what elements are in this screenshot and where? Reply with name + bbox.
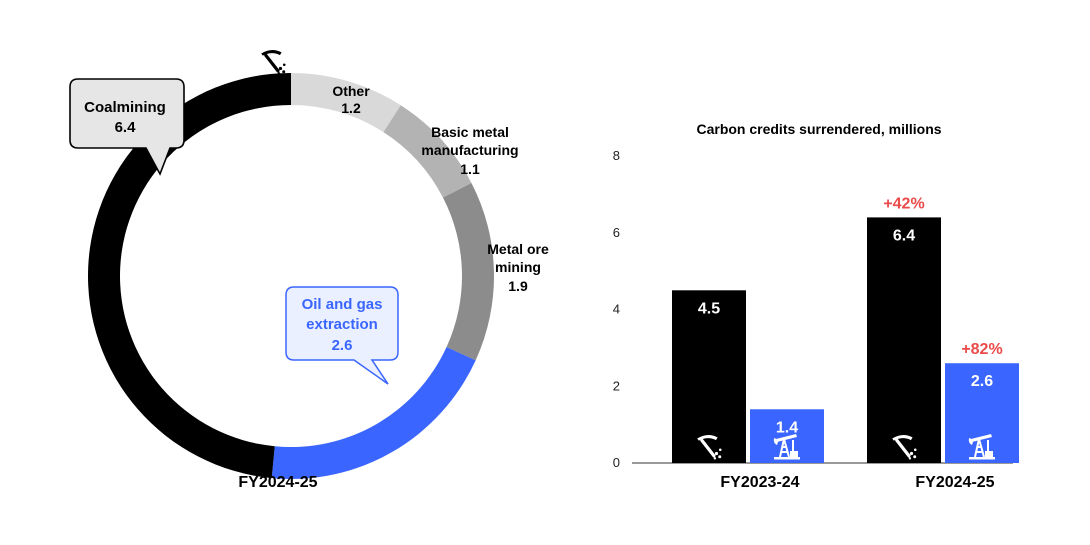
y-tick-label: 4 [613, 302, 620, 317]
slice-value-other: 1.2 [341, 100, 361, 116]
x-category-label: FY2024-25 [915, 474, 994, 491]
donut-slice-coalmining [88, 73, 291, 479]
bar [867, 217, 941, 463]
donut-chart [88, 73, 494, 480]
donut-slice-basic-metal-manufacturing [383, 105, 472, 198]
bar-value-label: 1.4 [776, 419, 798, 436]
bar-value-label: 2.6 [971, 373, 993, 390]
y-tick-label: 8 [613, 148, 620, 163]
change-annotation: +42% [883, 195, 924, 212]
callout-bubble-coalmining [69, 78, 185, 176]
donut-slice-metal-ore-mining [442, 182, 494, 361]
bar-value-label: 6.4 [893, 227, 915, 244]
slice-label-other: Other [332, 83, 370, 99]
bar-chart-bars: 4.5 6.4 1.4 2.6 +42% +82% [672, 195, 1019, 463]
slice-value-oil-gas: 2.6 [332, 337, 353, 354]
oil-pump-icon [282, 380, 315, 412]
donut-slice-oil-and-gas-extraction [271, 347, 476, 480]
pickaxe-icon [261, 49, 286, 75]
donut-slice-other [291, 73, 401, 133]
bar [750, 409, 824, 463]
bar-value-label: 4.5 [698, 300, 720, 317]
bar-chart-title: Carbon credits surrendered, millions [696, 121, 941, 137]
bar [672, 290, 746, 463]
slice-value-metal-ore: 1.9 [508, 278, 528, 294]
y-tick-label: 2 [613, 378, 620, 393]
x-category-label: FY2023-24 [720, 474, 799, 491]
callout-bubble-oil-gas [285, 286, 399, 385]
callout-coalmining: Coalmining 6.4 [69, 78, 185, 176]
slice-label-metal-ore-1: Metal ore [487, 241, 549, 257]
slice-label-oil-gas-1: Oil and gas [302, 296, 383, 313]
slice-value-basic-metal: 1.1 [460, 161, 480, 177]
slice-label-oil-gas-2: extraction [306, 316, 378, 333]
y-tick-label: 0 [613, 455, 620, 470]
slice-label-basic-metal-2: manufacturing [421, 142, 518, 158]
slice-label-basic-metal-1: Basic metal [431, 124, 509, 140]
slice-value-coalmining: 6.4 [115, 119, 137, 136]
donut-period-label: FY2024-25 [238, 474, 317, 491]
change-annotation: +82% [961, 341, 1002, 358]
callout-oil-gas: Oil and gas extraction 2.6 [285, 286, 399, 385]
slice-label-metal-ore-2: mining [495, 259, 541, 275]
y-tick-label: 6 [613, 225, 620, 240]
slice-label-coalmining: Coalmining [84, 99, 166, 116]
